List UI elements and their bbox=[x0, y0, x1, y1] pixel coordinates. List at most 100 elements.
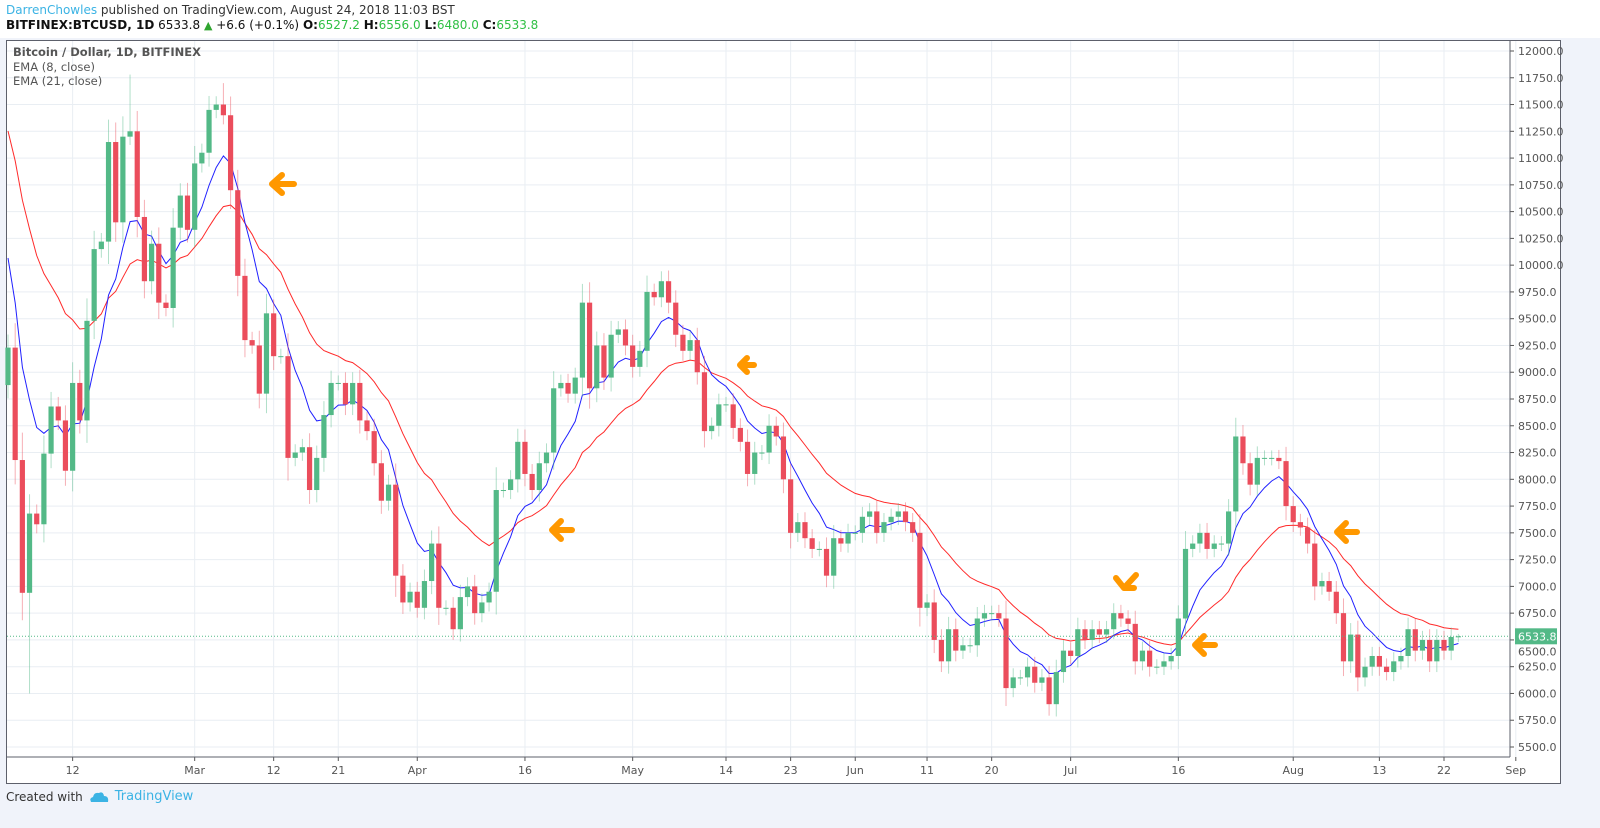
candle[interactable] bbox=[665, 270, 672, 314]
candle[interactable] bbox=[414, 581, 420, 618]
candle[interactable] bbox=[184, 182, 191, 243]
candle[interactable] bbox=[773, 416, 779, 446]
candle[interactable] bbox=[1082, 620, 1088, 650]
candle[interactable] bbox=[19, 432, 25, 621]
candle[interactable] bbox=[163, 294, 169, 317]
candle[interactable] bbox=[34, 504, 40, 534]
candle[interactable] bbox=[1161, 653, 1167, 675]
candle[interactable] bbox=[127, 74, 133, 145]
candle[interactable] bbox=[421, 569, 428, 620]
legend-ema8[interactable]: EMA (8, close) bbox=[13, 59, 95, 74]
candle[interactable] bbox=[249, 331, 255, 354]
candle[interactable] bbox=[134, 110, 140, 238]
candle[interactable] bbox=[917, 514, 923, 627]
candle[interactable] bbox=[996, 604, 1002, 627]
candle[interactable] bbox=[716, 393, 722, 437]
candle[interactable] bbox=[1068, 642, 1074, 665]
candle[interactable] bbox=[177, 183, 183, 240]
candle[interactable] bbox=[586, 282, 593, 409]
candle[interactable] bbox=[500, 482, 507, 498]
candle[interactable] bbox=[551, 371, 557, 470]
candle[interactable] bbox=[41, 435, 47, 543]
candle[interactable] bbox=[1362, 657, 1368, 687]
candle[interactable] bbox=[149, 230, 155, 295]
candle[interactable] bbox=[1118, 604, 1124, 627]
candle[interactable] bbox=[1355, 620, 1361, 692]
candle[interactable] bbox=[199, 143, 205, 173]
candle[interactable] bbox=[1348, 623, 1354, 673]
candle[interactable] bbox=[342, 372, 349, 416]
candle[interactable] bbox=[385, 474, 392, 511]
candle[interactable] bbox=[1032, 656, 1038, 693]
candle[interactable] bbox=[974, 606, 980, 657]
candle[interactable] bbox=[522, 429, 528, 487]
candle[interactable] bbox=[1103, 620, 1110, 643]
candle[interactable] bbox=[823, 537, 830, 588]
candle[interactable] bbox=[141, 199, 148, 299]
candle[interactable] bbox=[938, 629, 944, 673]
candle[interactable] bbox=[1197, 523, 1203, 553]
candle[interactable] bbox=[306, 433, 313, 504]
candle[interactable] bbox=[902, 502, 909, 532]
candle[interactable] bbox=[271, 299, 277, 371]
candle[interactable] bbox=[299, 438, 305, 461]
candle[interactable] bbox=[931, 589, 937, 654]
candle[interactable] bbox=[888, 508, 894, 531]
candle[interactable] bbox=[1111, 603, 1117, 640]
legend-ema21[interactable]: EMA (21, close) bbox=[13, 74, 103, 88]
candle[interactable] bbox=[1441, 630, 1447, 660]
candle[interactable] bbox=[1419, 630, 1426, 660]
candle[interactable] bbox=[472, 574, 478, 625]
candle[interactable] bbox=[1024, 657, 1031, 687]
candle[interactable] bbox=[242, 258, 248, 358]
candle[interactable] bbox=[1312, 529, 1318, 601]
candle[interactable] bbox=[464, 577, 471, 607]
candle[interactable] bbox=[867, 503, 873, 526]
candle[interactable] bbox=[105, 119, 112, 265]
candle[interactable] bbox=[1412, 618, 1418, 662]
candle[interactable] bbox=[1226, 499, 1232, 556]
candle[interactable] bbox=[1254, 446, 1260, 497]
candle[interactable] bbox=[1326, 571, 1332, 601]
candle[interactable] bbox=[1391, 652, 1397, 682]
candle[interactable] bbox=[393, 463, 399, 597]
candle[interactable] bbox=[1398, 647, 1404, 670]
candle[interactable] bbox=[953, 618, 959, 662]
candle[interactable] bbox=[1096, 620, 1102, 643]
candle[interactable] bbox=[989, 605, 995, 621]
candle[interactable] bbox=[1132, 610, 1138, 675]
candle[interactable] bbox=[479, 593, 485, 623]
candle[interactable] bbox=[26, 494, 33, 694]
candle[interactable] bbox=[1089, 620, 1095, 650]
candle[interactable] bbox=[601, 333, 607, 390]
candle[interactable] bbox=[852, 525, 858, 541]
candle[interactable] bbox=[558, 374, 564, 397]
candle[interactable] bbox=[1218, 536, 1225, 552]
candle[interactable] bbox=[579, 283, 585, 397]
candle[interactable] bbox=[1269, 450, 1275, 466]
candle[interactable] bbox=[1340, 598, 1347, 677]
candle[interactable] bbox=[630, 334, 636, 378]
candle[interactable] bbox=[536, 451, 542, 502]
candle[interactable] bbox=[1376, 646, 1382, 676]
candle[interactable] bbox=[1154, 659, 1160, 675]
candle[interactable] bbox=[12, 323, 18, 485]
candle[interactable] bbox=[220, 83, 226, 125]
candle[interactable] bbox=[780, 422, 787, 494]
candle[interactable] bbox=[1240, 424, 1246, 475]
candle[interactable] bbox=[1319, 572, 1325, 595]
candle[interactable] bbox=[508, 470, 514, 500]
candle[interactable] bbox=[529, 464, 535, 500]
candle[interactable] bbox=[91, 230, 97, 340]
candle[interactable] bbox=[701, 355, 708, 448]
candle[interactable] bbox=[1247, 452, 1253, 496]
candle[interactable] bbox=[443, 600, 449, 616]
candle[interactable] bbox=[1448, 627, 1454, 661]
tradingview-brand[interactable]: TradingView bbox=[114, 789, 194, 804]
candle[interactable] bbox=[407, 582, 413, 612]
price-chart[interactable]: 12000.0 11750.0 11500.0 11250.0 11000.0 10750… bbox=[0, 0, 1600, 790]
candle[interactable] bbox=[831, 525, 837, 589]
candle[interactable] bbox=[572, 367, 578, 404]
candle[interactable] bbox=[1182, 530, 1189, 637]
candle[interactable] bbox=[1283, 446, 1289, 521]
